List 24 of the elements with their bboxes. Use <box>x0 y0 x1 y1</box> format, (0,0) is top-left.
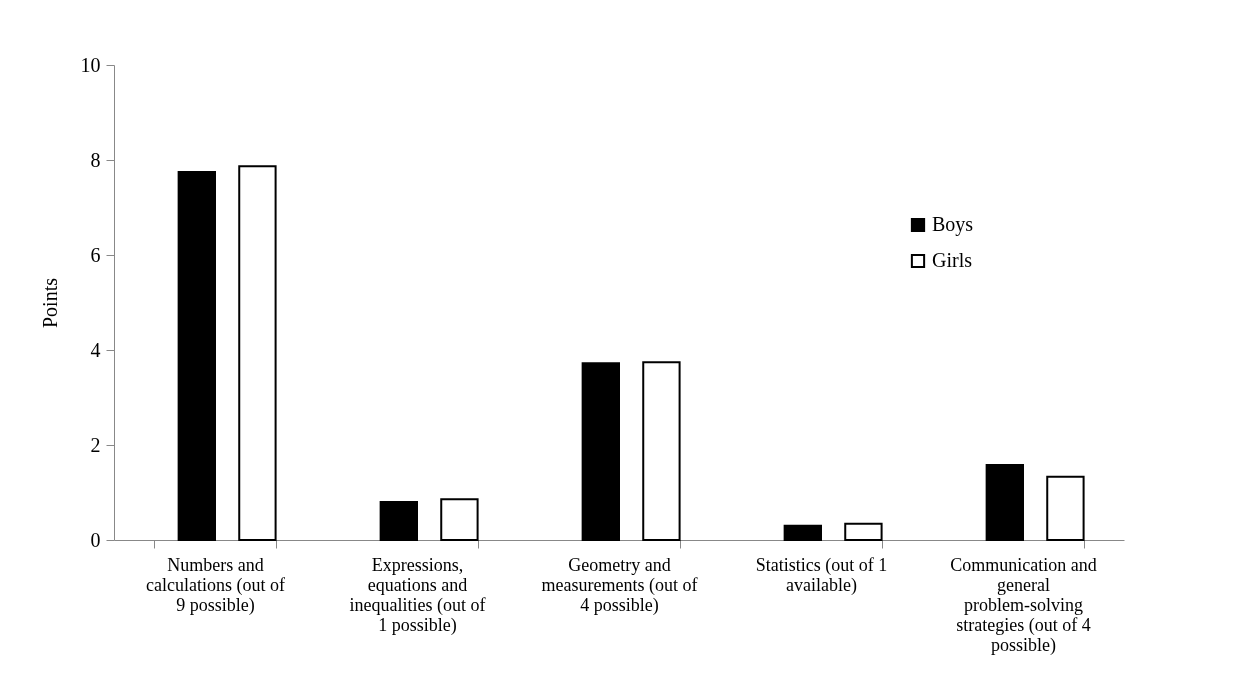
y-tick-label: 8 <box>90 148 101 171</box>
x-tick-label: Numbers and calculations (out of 9 possible) <box>146 554 285 616</box>
bar <box>642 361 681 541</box>
y-tick-label: 4 <box>90 338 101 361</box>
bar <box>177 170 216 541</box>
legend-label: Girls <box>932 249 973 271</box>
bar <box>783 524 822 541</box>
y-tick-label: 2 <box>90 433 101 456</box>
y-tick-label: 6 <box>90 243 101 266</box>
y-tick-label: 0 <box>90 528 101 551</box>
legend-label: Boys <box>932 213 974 236</box>
x-tick-label: Geometry and measurements (out of 4 possible) <box>541 554 698 616</box>
bar <box>379 501 418 541</box>
bar <box>844 522 883 541</box>
y-tick-label: 10 <box>80 53 101 76</box>
x-tick-label: Communication and general problem-solving strategies (out of 4 possible) <box>950 554 1097 656</box>
x-tick-label: Statistics (out of 1 available) <box>755 554 888 596</box>
bar <box>985 463 1024 541</box>
bar <box>238 165 277 541</box>
x-tick-label: Expressions, equations and inequalities (out of 1 possible) <box>349 554 486 636</box>
bar <box>440 498 479 541</box>
bar <box>1046 475 1085 541</box>
y-axis-title: Points <box>38 277 61 329</box>
bar <box>581 362 620 541</box>
